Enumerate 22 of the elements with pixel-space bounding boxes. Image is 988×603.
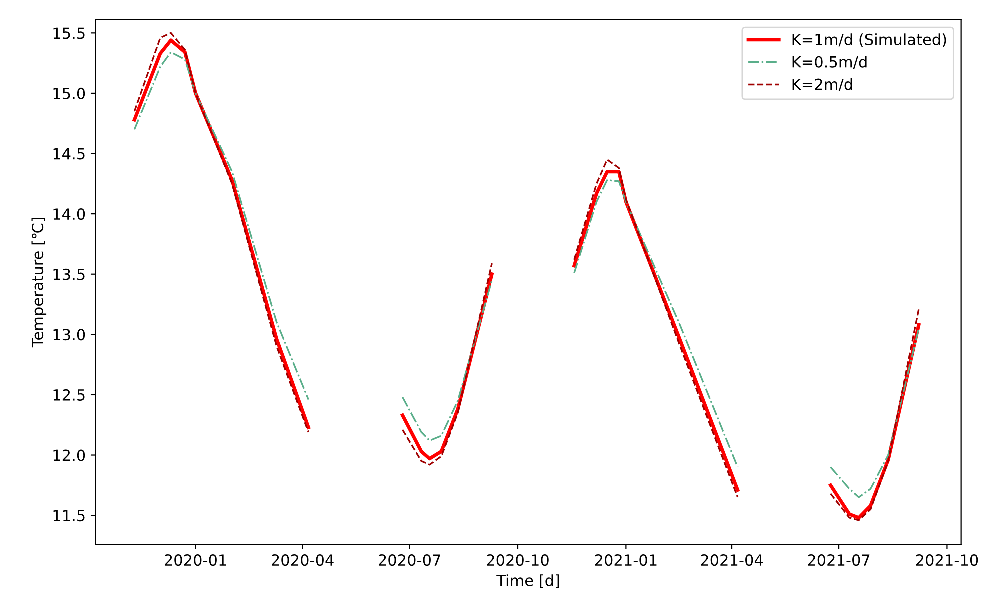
x-tick-label: 2021-07 xyxy=(808,554,870,566)
x-tick-label: 2021-01 xyxy=(595,554,657,566)
y-tick-label: 13.5 xyxy=(54,268,85,280)
y-tick-label: 15.5 xyxy=(54,28,85,40)
x-axis-title: Time [d] xyxy=(496,574,560,588)
y-tick-label: 14.0 xyxy=(54,208,86,220)
y-axis-title: Temperature [℃] xyxy=(32,218,47,348)
x-tick-label: 2020-10 xyxy=(487,554,549,566)
legend-label: K=0.5m/d xyxy=(792,56,867,70)
y-tick-label: 11.5 xyxy=(54,510,85,522)
legend-label: K=1m/d (Simulated) xyxy=(792,34,946,48)
y-tick-label: 13.0 xyxy=(54,329,86,341)
y-tick-label: 12.0 xyxy=(54,450,86,462)
legend-label: K=2m/d xyxy=(792,78,852,92)
x-tick-label: 2020-04 xyxy=(272,554,334,566)
y-tick-label: 12.5 xyxy=(54,389,85,401)
x-tick-label: 2020-07 xyxy=(379,554,440,566)
x-tick-label: 2020-01 xyxy=(164,554,226,566)
x-tick-label: 2021-10 xyxy=(916,554,978,566)
y-tick-label: 15.0 xyxy=(54,88,86,100)
y-tick-label: 14.5 xyxy=(54,148,85,160)
x-tick-label: 2021-04 xyxy=(701,554,764,566)
